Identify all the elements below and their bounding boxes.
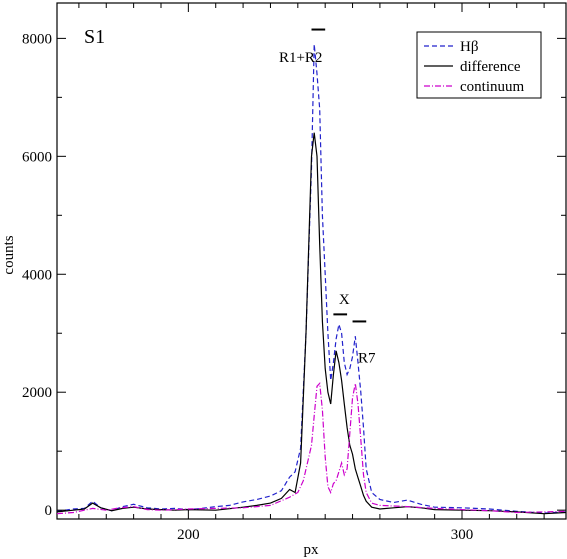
plot-area-border [56, 2, 567, 520]
legend-box [416, 31, 542, 99]
y-tick-label: 2000 [22, 385, 52, 401]
series-line-0 [56, 44, 567, 514]
x-tick-label: 200 [177, 527, 200, 543]
legend-label-continuum: continuum [460, 79, 524, 95]
y-tick-label: 6000 [22, 149, 52, 165]
peak-annotation: R7 [358, 351, 376, 367]
axis-ticks: 200 300 0 2000 4000 6000 8000 [22, 3, 566, 543]
y-tick-label: 0 [45, 503, 53, 519]
y-axis-label: counts [1, 235, 17, 274]
legend-label-difference: difference [460, 59, 521, 75]
legend: Hβ difference continuum [416, 31, 542, 99]
panel-label: S1 [84, 26, 105, 48]
x-tick-label: 300 [451, 527, 474, 543]
series-line-1 [56, 132, 567, 515]
y-tick-label: 8000 [22, 31, 52, 47]
series-lines [56, 44, 567, 515]
peak-annotation: X [339, 292, 350, 308]
peak-annotation: R1+R2 [279, 50, 322, 66]
y-tick-label: 4000 [22, 267, 52, 283]
x-axis-label: px [304, 542, 320, 558]
annotations: R1+R2 X R7 [279, 28, 376, 367]
series-line-2 [56, 382, 567, 515]
legend-label-hbeta: Hβ [460, 39, 478, 55]
plot-frame [56, 2, 567, 520]
